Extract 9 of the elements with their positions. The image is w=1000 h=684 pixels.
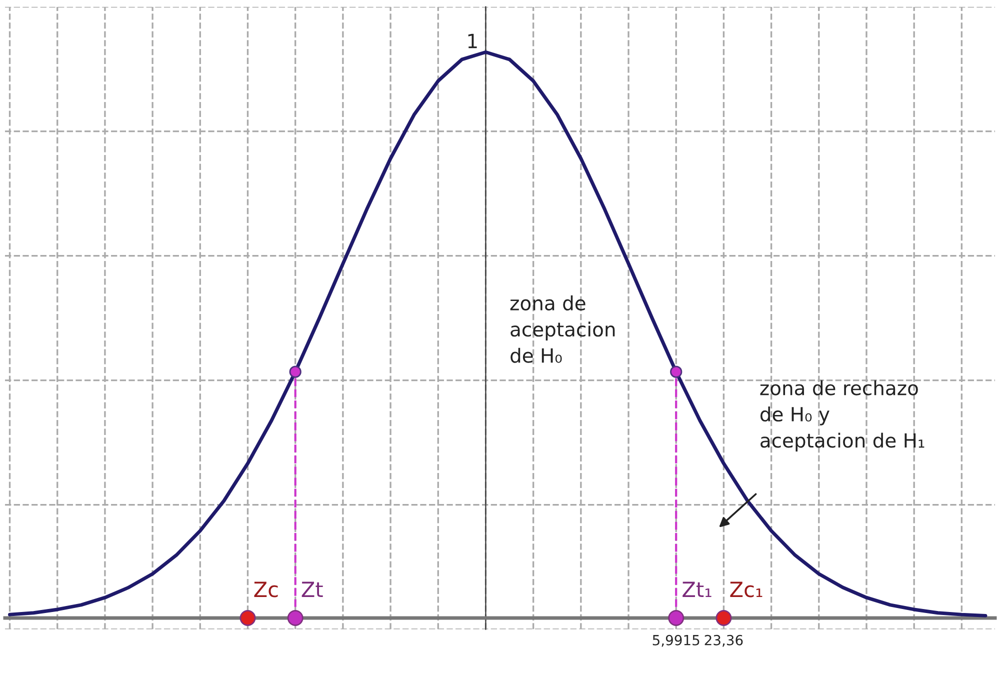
series-label: Zt₁ bbox=[682, 582, 712, 598]
annotation: zona de rechazo de H₀ y aceptacion de H₁ bbox=[760, 380, 924, 452]
series-label: Zt bbox=[302, 582, 323, 597]
x-tick-label: 23,36 bbox=[704, 634, 743, 647]
annotation: zona de aceptacion de H₀ bbox=[510, 295, 615, 363]
text: 1 bbox=[468, 34, 477, 48]
series-label: Zc₁ bbox=[730, 582, 762, 598]
x-tick-label: 5,9915 bbox=[652, 634, 700, 647]
series-label: Zc bbox=[254, 582, 278, 598]
